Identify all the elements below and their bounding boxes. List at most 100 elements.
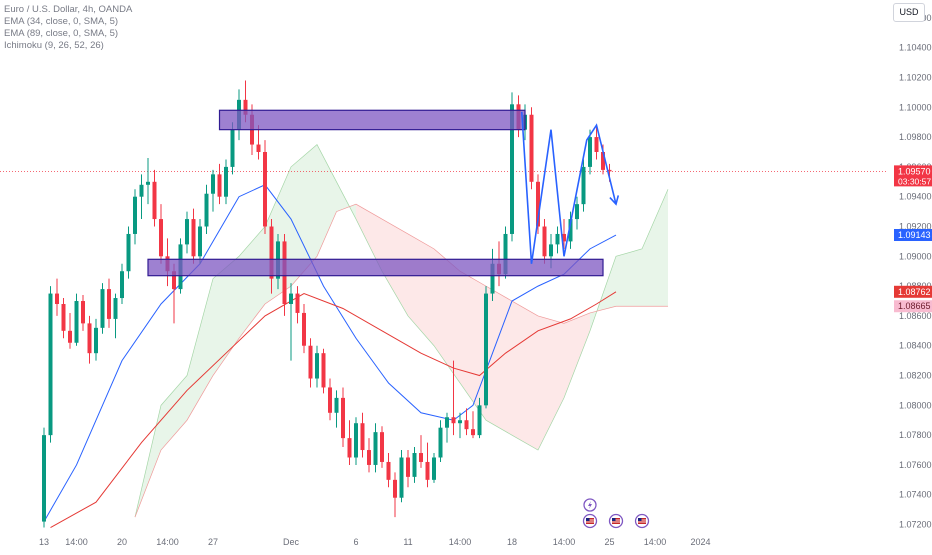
candle-body[interactable] bbox=[321, 353, 326, 388]
candle-body[interactable] bbox=[412, 453, 417, 477]
indicator-ichimoku[interactable]: Ichimoku (9, 26, 52, 26) bbox=[4, 40, 104, 51]
flag-field bbox=[638, 518, 646, 524]
candle-body[interactable] bbox=[471, 429, 475, 436]
candle-body[interactable] bbox=[107, 289, 111, 319]
ichimoku-cloud-segment bbox=[213, 256, 239, 376]
candle-body[interactable] bbox=[126, 233, 131, 272]
candle-body[interactable] bbox=[503, 233, 508, 275]
candle-body[interactable] bbox=[191, 219, 196, 257]
candle-body[interactable] bbox=[146, 181, 150, 185]
candle-body[interactable] bbox=[380, 432, 384, 462]
candle-body[interactable] bbox=[81, 301, 85, 324]
candle-body[interactable] bbox=[198, 226, 202, 257]
candle-body[interactable] bbox=[334, 397, 339, 413]
candle-body[interactable] bbox=[68, 330, 72, 343]
candle-body[interactable] bbox=[152, 181, 157, 220]
candle-body[interactable] bbox=[55, 293, 59, 304]
candle-body[interactable] bbox=[74, 301, 79, 343]
indicator-ema89[interactable]: EMA (89, close, 0, SMA, 5) bbox=[4, 28, 119, 39]
candle-body[interactable] bbox=[438, 427, 443, 458]
candle-body[interactable] bbox=[490, 263, 495, 294]
candle-body[interactable] bbox=[308, 345, 313, 379]
candle-body[interactable] bbox=[256, 144, 261, 152]
candle-body[interactable] bbox=[315, 353, 319, 379]
candle-body[interactable] bbox=[230, 129, 235, 167]
candle-body[interactable] bbox=[575, 204, 579, 220]
resistance-zone[interactable] bbox=[147, 258, 604, 277]
candle-body[interactable] bbox=[510, 104, 514, 234]
y-axis-label: 1.07200 bbox=[899, 520, 932, 530]
candle-body[interactable] bbox=[529, 114, 534, 182]
candle-body[interactable] bbox=[354, 423, 358, 458]
candle-body[interactable] bbox=[484, 293, 488, 406]
flag-canton bbox=[612, 518, 616, 521]
candle-body[interactable] bbox=[588, 137, 592, 167]
currency-button[interactable]: USD bbox=[893, 3, 925, 22]
candle-body[interactable] bbox=[269, 226, 274, 279]
candle-body[interactable] bbox=[341, 397, 345, 439]
candle-body[interactable] bbox=[581, 166, 586, 205]
candle-body[interactable] bbox=[399, 457, 404, 498]
candle-body[interactable] bbox=[542, 226, 547, 257]
price-badge-text: 1.08762 bbox=[898, 287, 931, 297]
candle-body[interactable] bbox=[139, 184, 144, 197]
candle-body[interactable] bbox=[87, 323, 92, 354]
candle-body[interactable] bbox=[445, 417, 449, 428]
candle-body[interactable] bbox=[373, 432, 378, 465]
candle-body[interactable] bbox=[360, 423, 365, 451]
candle-body[interactable] bbox=[328, 387, 332, 413]
candle-body[interactable] bbox=[568, 219, 573, 242]
candle-body[interactable] bbox=[536, 181, 540, 227]
candle-body[interactable] bbox=[295, 293, 300, 313]
candle-body[interactable] bbox=[224, 166, 228, 197]
projection-path[interactable] bbox=[520, 111, 617, 264]
candle-body[interactable] bbox=[211, 174, 215, 194]
candle-body[interactable] bbox=[393, 479, 397, 498]
candle-body[interactable] bbox=[48, 293, 53, 436]
candle-body[interactable] bbox=[42, 435, 46, 522]
candle-body[interactable] bbox=[477, 405, 482, 436]
candle-body[interactable] bbox=[263, 152, 267, 227]
resistance-zone[interactable] bbox=[218, 109, 526, 131]
candle-body[interactable] bbox=[601, 152, 605, 170]
candle-body[interactable] bbox=[406, 457, 410, 477]
candle-body[interactable] bbox=[464, 420, 469, 430]
candle-body[interactable] bbox=[419, 453, 423, 462]
candle-body[interactable] bbox=[458, 420, 462, 424]
candle-body[interactable] bbox=[367, 450, 371, 465]
candle-body[interactable] bbox=[432, 457, 436, 480]
candle-body[interactable] bbox=[94, 327, 98, 354]
candle-body[interactable] bbox=[120, 271, 124, 299]
candle-body[interactable] bbox=[425, 461, 430, 480]
candle-body[interactable] bbox=[243, 99, 248, 115]
candle-body[interactable] bbox=[451, 417, 456, 424]
y-axis-label: 1.08600 bbox=[899, 311, 932, 321]
candle-body[interactable] bbox=[289, 293, 293, 304]
candle-body[interactable] bbox=[594, 137, 599, 152]
candle-body[interactable] bbox=[113, 298, 118, 319]
candle-body[interactable] bbox=[386, 461, 391, 480]
candle-body[interactable] bbox=[217, 174, 222, 197]
ichimoku-cloud-segment bbox=[317, 144, 337, 257]
candle-body[interactable] bbox=[185, 219, 189, 245]
ichimoku-cloud-segment bbox=[239, 226, 265, 339]
candle-body[interactable] bbox=[133, 196, 137, 234]
candle-body[interactable] bbox=[61, 304, 66, 331]
candle-body[interactable] bbox=[562, 233, 566, 242]
candle-body[interactable] bbox=[100, 289, 105, 328]
y-axis-label: 1.08200 bbox=[899, 371, 932, 381]
lightning-glyph bbox=[588, 501, 592, 509]
candle-body[interactable] bbox=[347, 438, 352, 458]
candle-body[interactable] bbox=[607, 169, 612, 172]
candle-body[interactable] bbox=[555, 233, 560, 245]
candle-body[interactable] bbox=[204, 193, 209, 227]
candle-body[interactable] bbox=[172, 271, 176, 290]
candle-body[interactable] bbox=[302, 312, 306, 346]
indicator-ema34[interactable]: EMA (34, close, 0, SMA, 5) bbox=[4, 16, 119, 27]
arrow-down-icon bbox=[609, 195, 620, 206]
candle-body[interactable] bbox=[159, 219, 163, 257]
x-axis-label: 13 bbox=[39, 537, 49, 547]
candle-body[interactable] bbox=[549, 244, 553, 257]
